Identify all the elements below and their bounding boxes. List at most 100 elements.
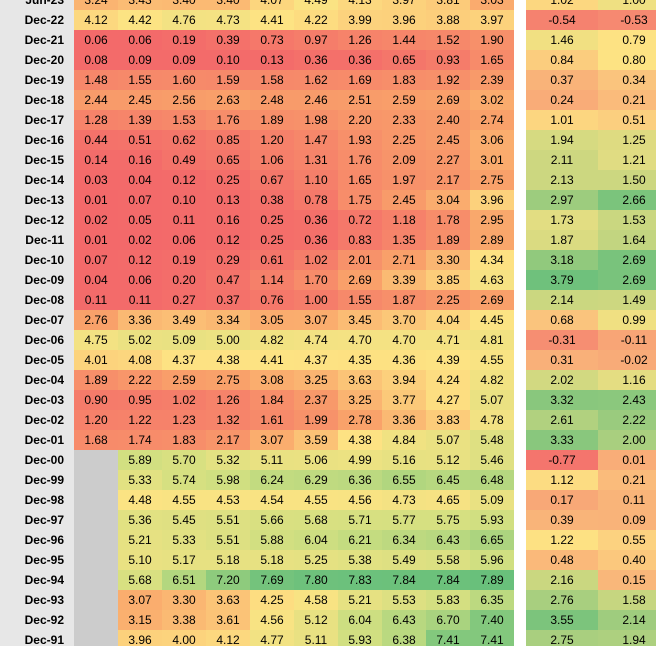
- heatmap-side-cell: 3.55: [526, 610, 598, 630]
- heatmap-cell: 1.90: [470, 30, 514, 50]
- heatmap-cell: 6.70: [426, 610, 470, 630]
- heatmap-cell: 5.18: [250, 550, 294, 570]
- heatmap-side-cell: 0.34: [598, 70, 656, 90]
- heatmap-cell: 4.37: [162, 350, 206, 370]
- heatmap-side-cell: 2.11: [526, 150, 598, 170]
- heatmap-side-cell: 1.49: [598, 290, 656, 310]
- heatmap-cell: 1.97: [382, 170, 426, 190]
- heatmap-cell: 1.93: [338, 130, 382, 150]
- row-label: Dec-16: [0, 130, 74, 150]
- row-label: Dec-95: [0, 550, 74, 570]
- heatmap-cell: 7.40: [470, 610, 514, 630]
- heatmap-cell: 7.41: [470, 630, 514, 646]
- heatmap-row: Dec-110.010.020.060.120.250.360.831.351.…: [0, 230, 656, 250]
- heatmap-cell: 4.55: [162, 490, 206, 510]
- heatmap-cell: 3.07: [118, 590, 162, 610]
- row-label: Jun-23: [0, 0, 74, 10]
- heatmap-side-cell: 1.94: [526, 130, 598, 150]
- heatmap-cell: 0.90: [74, 390, 118, 410]
- heatmap-cell: 0.10: [206, 50, 250, 70]
- heatmap-cell: 0.05: [118, 210, 162, 230]
- heatmap-row: Dec-975.365.455.515.665.685.715.775.755.…: [0, 510, 656, 530]
- heatmap-cell: 0.65: [206, 150, 250, 170]
- heatmap-cell: 3.59: [294, 430, 338, 450]
- heatmap-cell: 3.99: [338, 10, 382, 30]
- heatmap-cell: 1.75: [338, 190, 382, 210]
- heatmap-row: Dec-160.440.510.620.851.201.471.932.252.…: [0, 130, 656, 150]
- heatmap-row: Dec-210.060.060.190.390.730.971.261.441.…: [0, 30, 656, 50]
- heatmap-cell: 0.11: [74, 290, 118, 310]
- heatmap-cell: 3.97: [382, 0, 426, 10]
- heatmap-cell: 0.36: [338, 50, 382, 70]
- heatmap-cell: 1.10: [294, 170, 338, 190]
- heatmap-cell: 0.44: [74, 130, 118, 150]
- heatmap-cell: [74, 570, 118, 590]
- heatmap-cell: 3.81: [426, 0, 470, 10]
- row-label: Dec-10: [0, 250, 74, 270]
- heatmap-side-cell: 0.80: [598, 50, 656, 70]
- heatmap-cell: 0.06: [118, 30, 162, 50]
- heatmap-row: Dec-064.755.025.095.004.824.744.704.704.…: [0, 330, 656, 350]
- heatmap-cell: 0.25: [250, 230, 294, 250]
- heatmap-cell: 5.51: [206, 510, 250, 530]
- heatmap-side-cell: 0.01: [598, 450, 656, 470]
- heatmap-cell: 0.27: [162, 290, 206, 310]
- heatmap-cell: 5.32: [206, 450, 250, 470]
- heatmap-cell: 6.48: [470, 470, 514, 490]
- heatmap-cell: 2.45: [382, 190, 426, 210]
- heatmap-cell: 6.55: [382, 470, 426, 490]
- heatmap-side-cell: -0.11: [598, 330, 656, 350]
- heatmap-row: Dec-182.442.452.562.632.482.462.512.592.…: [0, 90, 656, 110]
- heatmap-side-cell: 3.18: [526, 250, 598, 270]
- heatmap-cell: 1.65: [338, 170, 382, 190]
- row-label: Dec-94: [0, 570, 74, 590]
- heatmap-row: Dec-030.900.951.021.261.842.373.253.774.…: [0, 390, 656, 410]
- heatmap-cell: 0.06: [162, 230, 206, 250]
- heatmap-cell: 4.49: [294, 0, 338, 10]
- column-gap: [514, 470, 526, 490]
- heatmap-cell: 4.71: [426, 330, 470, 350]
- heatmap-cell: 7.89: [470, 570, 514, 590]
- heatmap-cell: 3.25: [294, 370, 338, 390]
- row-label: Dec-09: [0, 270, 74, 290]
- heatmap-side-cell: 0.79: [598, 30, 656, 50]
- heatmap-cell: 0.36: [294, 210, 338, 230]
- heatmap-cell: 4.04: [426, 310, 470, 330]
- heatmap-cell: [74, 590, 118, 610]
- heatmap-side-cell: 0.17: [526, 490, 598, 510]
- heatmap-row: Dec-005.895.705.325.115.064.995.165.125.…: [0, 450, 656, 470]
- heatmap-side-cell: 0.09: [598, 510, 656, 530]
- heatmap-row: Dec-120.020.050.110.160.250.360.721.181.…: [0, 210, 656, 230]
- column-gap: [514, 430, 526, 450]
- heatmap-side-cell: 1.58: [598, 590, 656, 610]
- heatmap-side-cell: 1.87: [526, 230, 598, 250]
- heatmap-cell: 5.12: [426, 450, 470, 470]
- heatmap-cell: 4.48: [118, 490, 162, 510]
- heatmap-cell: 3.07: [250, 430, 294, 450]
- heatmap-cell: 5.83: [426, 590, 470, 610]
- heatmap-side-cell: 2.76: [526, 590, 598, 610]
- heatmap-cell: 1.98: [294, 110, 338, 130]
- heatmap-cell: 0.03: [74, 170, 118, 190]
- heatmap-cell: 0.02: [118, 230, 162, 250]
- heatmap-side-cell: 1.53: [598, 210, 656, 230]
- row-label: Dec-03: [0, 390, 74, 410]
- heatmap-row: Dec-080.110.110.270.370.761.001.551.872.…: [0, 290, 656, 310]
- heatmap-cell: 7.83: [338, 570, 382, 590]
- heatmap-cell: 0.04: [118, 170, 162, 190]
- heatmap-cell: 0.38: [250, 190, 294, 210]
- heatmap-side-cell: 3.79: [526, 270, 598, 290]
- heatmap-cell: 3.39: [382, 270, 426, 290]
- heatmap-cell: 5.12: [294, 610, 338, 630]
- heatmap-cell: 3.94: [382, 370, 426, 390]
- heatmap-cell: 4.12: [74, 10, 118, 30]
- heatmap-cell: 3.05: [250, 310, 294, 330]
- heatmap-cell: 3.06: [470, 130, 514, 150]
- column-gap: [514, 410, 526, 430]
- heatmap-cell: [74, 450, 118, 470]
- heatmap-cell: 5.71: [338, 510, 382, 530]
- heatmap-cell: 0.36: [294, 230, 338, 250]
- heatmap-row: Dec-955.105.175.185.185.255.385.495.585.…: [0, 550, 656, 570]
- heatmap-cell: 6.43: [382, 610, 426, 630]
- heatmap-side-cell: 3.33: [526, 430, 598, 450]
